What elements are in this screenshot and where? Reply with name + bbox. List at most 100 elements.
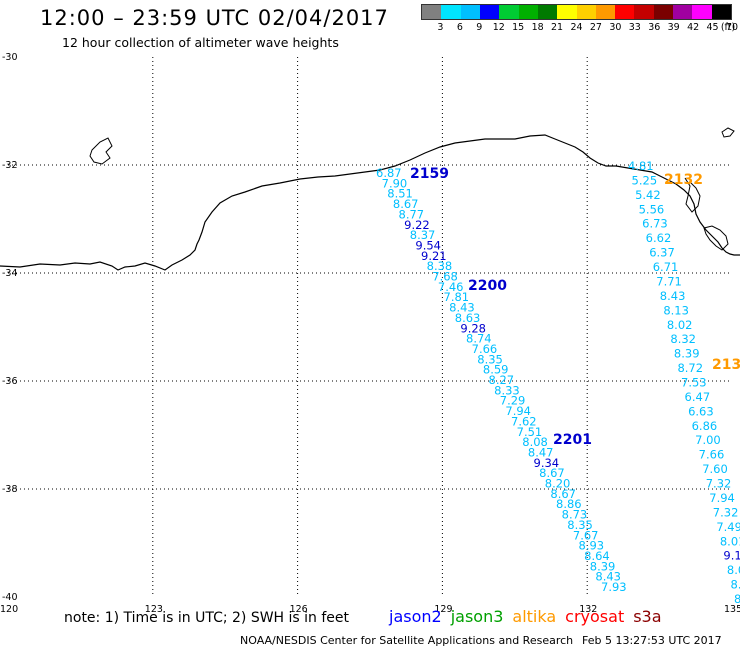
legend-bin-label: 24	[570, 22, 583, 33]
longitude-label: 129	[434, 604, 452, 615]
legend-bin-label: 39	[667, 22, 680, 33]
latitude-label: -36	[2, 376, 18, 387]
legend-bin-label: 36	[648, 22, 661, 33]
legend-bin-label: 21	[551, 22, 564, 33]
swh-value: 8.0	[727, 563, 740, 577]
map-title: 12:00 – 23:59 UTC 02/04/2017	[40, 6, 389, 30]
satellite-tracks: 6.877.908.518.678.779.228.379.549.218.38…	[376, 159, 740, 606]
swh-value: 7.51	[517, 425, 543, 439]
pass-time-label: 213	[712, 357, 740, 373]
satellite-jason2-label: jason2	[389, 607, 442, 626]
swh-value: 7.49	[716, 520, 740, 534]
latitude-label: -32	[2, 160, 18, 171]
swh-value: 6.62	[646, 231, 672, 245]
credit-line: NOAA/NESDIS Center for Satellite Applica…	[240, 634, 574, 647]
swh-value: 6.86	[692, 419, 718, 433]
swh-value: 7.32	[713, 505, 739, 519]
swh-value: 6.87	[376, 166, 402, 180]
satellite-altika-label: altika	[512, 607, 557, 626]
swh-value: 8.	[730, 578, 740, 592]
swh-value: 8.27	[489, 373, 515, 387]
legend-swatch	[537, 5, 558, 19]
legend-swatch	[441, 5, 461, 19]
swh-value: 5.25	[632, 173, 658, 187]
swh-value: 8.43	[595, 570, 621, 584]
swh-value: 7.67	[573, 528, 599, 542]
swh-value: 8.59	[483, 363, 509, 377]
swh-value: 8.01	[720, 534, 740, 548]
legend-bin-label: 12	[492, 22, 505, 33]
legend-unit-label: (ft)	[720, 22, 736, 33]
coastline	[0, 127, 740, 271]
swh-value: 7.66	[472, 342, 498, 356]
swh-value: 7.68	[432, 270, 458, 284]
swh-value: 7.66	[699, 448, 725, 462]
swh-value: 8.63	[455, 311, 481, 325]
legend-swatch	[711, 5, 731, 19]
satellite-jason3-label: jason3	[450, 607, 504, 626]
longitude-label: 135	[724, 604, 740, 615]
pass-time-label: 2132	[664, 172, 703, 188]
swh-value: 5.56	[639, 202, 665, 216]
swh-value: 4.81	[628, 159, 654, 173]
swh-value: 9.1	[723, 549, 740, 563]
swh-value: 9.22	[404, 218, 430, 232]
swh-value: 7.29	[500, 394, 526, 408]
legend-bin-label: 15	[512, 22, 525, 33]
swh-value: 9.34	[534, 456, 560, 470]
swh-value: 8.08	[522, 435, 548, 449]
longitude-label: 123	[145, 604, 163, 615]
latitude-label: -40	[2, 592, 18, 603]
legend-bin-label: 42	[687, 22, 700, 33]
swh-value: 8.67	[393, 197, 419, 211]
latitude-label: -30	[2, 52, 18, 63]
swh-value: 8.74	[466, 332, 492, 346]
swh-value: 8.35	[567, 518, 593, 532]
swh-value: 5.42	[635, 188, 661, 202]
swh-value: 7.32	[706, 477, 732, 491]
swh-value: 7.00	[695, 433, 721, 447]
swh-value: 8.38	[427, 259, 453, 273]
legend-bin-label: 3	[437, 22, 444, 33]
legend-bin-label: 18	[531, 22, 544, 33]
swh-value: 8.02	[667, 318, 693, 332]
legend-swatch	[460, 5, 480, 19]
swh-value: 8.33	[494, 383, 520, 397]
swh-value: 8.43	[660, 289, 686, 303]
lat-lon-grid	[8, 57, 732, 597]
satellite-legend: jason2 jason3 altika cryosat s3a	[389, 607, 671, 626]
legend-bin-label: 33	[628, 22, 641, 33]
legend-bin-label: 27	[589, 22, 602, 33]
legend-swatch	[595, 5, 616, 19]
legend-labels: 3 6 9 12 15 18 21 24 27 30 33 36 39 42 45 70 (ft)	[421, 20, 738, 34]
swh-value: 7.53	[681, 376, 707, 390]
longitude-label: 120	[0, 604, 18, 615]
legend-swatch	[634, 5, 654, 19]
swh-value: 8.77	[399, 207, 425, 221]
swh-value: 8.20	[545, 477, 571, 491]
swh-value: 8.47	[528, 445, 554, 459]
wave-height-color-legend: 3 6 9 12 15 18 21 24 27 30 33 36 39 42 45 70 (ft)	[421, 4, 738, 34]
swh-value: 8.67	[550, 487, 576, 501]
longitude-label: 132	[579, 604, 597, 615]
legend-swatch	[692, 5, 712, 19]
legend-swatch	[518, 5, 538, 19]
map-subtitle: 12 hour collection of altimeter wave hei…	[62, 35, 339, 50]
swh-value: 8.39	[674, 347, 700, 361]
swh-value: 7.94	[505, 404, 531, 418]
swh-value: 8.86	[556, 497, 582, 511]
legend-bin-label: 45	[706, 22, 719, 33]
legend-swatch	[653, 5, 674, 19]
legend-swatch	[557, 5, 577, 19]
swh-value: 8.64	[584, 549, 610, 563]
legend-bin-label: 6	[456, 22, 463, 33]
swh-value: 6.63	[688, 404, 714, 418]
swh-value: 8.37	[410, 228, 436, 242]
swh-value: 7.62	[511, 414, 537, 428]
swh-value: 7.94	[709, 491, 735, 505]
swh-value: 9.54	[415, 238, 441, 252]
swh-value: 8.39	[590, 559, 616, 573]
legend-swatch	[673, 5, 693, 19]
swh-value: 7.81	[444, 290, 470, 304]
